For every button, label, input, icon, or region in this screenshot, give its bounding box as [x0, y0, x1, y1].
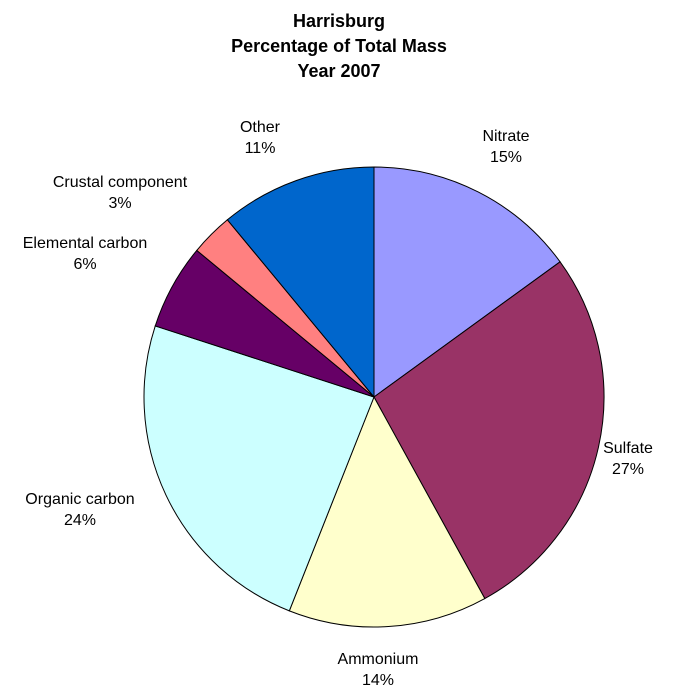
slice-label: Organic carbon [25, 491, 134, 508]
slice-value-label: 27% [612, 461, 644, 478]
slice-value-label: 3% [108, 195, 131, 212]
slice-label: Sulfate [603, 440, 653, 457]
pie-slice [373, 261, 605, 600]
slice-value-label: 11% [245, 140, 276, 157]
chart-title: Year 2007 [297, 61, 380, 81]
pie-slice [373, 166, 561, 398]
slice-value-label: 15% [490, 149, 522, 166]
slice-label: Crustal component [53, 174, 188, 191]
slice-label: Nitrate [482, 128, 529, 145]
slice-value-label: 24% [64, 512, 96, 529]
slice-value-label: 6% [73, 256, 96, 273]
slice-label: Ammonium [338, 651, 419, 668]
pie-slice [226, 166, 375, 399]
slice-value-label: 14% [362, 672, 394, 689]
pie-slice [288, 395, 486, 628]
chart-title: Harrisburg [293, 11, 385, 31]
chart-title: Percentage of Total Mass [231, 36, 447, 56]
slice-label: Other [240, 119, 281, 136]
slice-label: Elemental carbon [23, 235, 148, 252]
pie-slice [143, 325, 375, 612]
